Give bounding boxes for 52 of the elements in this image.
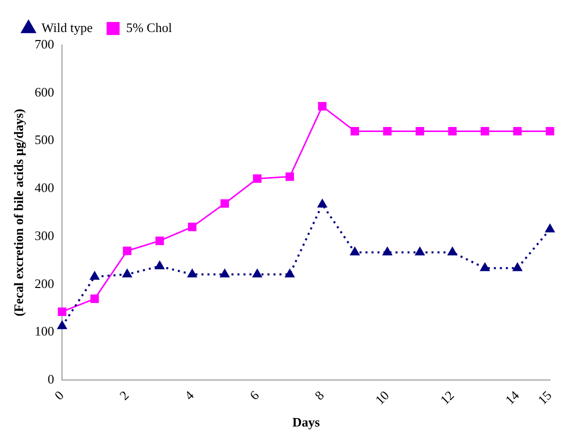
point	[89, 270, 100, 280]
point	[188, 222, 196, 232]
legend-label: 5% Chol	[126, 20, 172, 35]
x-tick-label: 12	[437, 388, 457, 408]
point	[317, 198, 328, 208]
x-tick-label: 14	[502, 387, 522, 408]
x-tick-label: 15	[534, 388, 555, 408]
x-tick-label: 4	[182, 387, 198, 403]
x-axis-title: Days	[292, 414, 320, 430]
point	[447, 246, 458, 256]
y-tick-label: 400	[34, 180, 54, 196]
x-tick-label: 10	[372, 388, 392, 408]
point	[350, 126, 360, 136]
point	[220, 268, 230, 278]
point	[382, 246, 393, 256]
point	[350, 246, 360, 256]
point	[253, 174, 262, 183]
y-tick-label: 700	[34, 36, 54, 52]
point	[544, 223, 556, 232]
point	[414, 246, 426, 256]
x-tick-label: 2	[116, 388, 132, 403]
point	[252, 268, 262, 278]
point	[416, 126, 424, 136]
point	[154, 260, 165, 270]
x-tick-label: 8	[312, 388, 327, 403]
point	[187, 268, 198, 278]
point	[480, 262, 490, 272]
point	[318, 102, 327, 111]
y-tick-label: 500	[34, 132, 54, 148]
point	[284, 268, 295, 278]
x-tick-label: 6	[246, 387, 262, 403]
point	[58, 307, 66, 316]
point	[448, 126, 457, 136]
x-tick-label: 0	[51, 388, 67, 403]
y-tick-label: 600	[34, 84, 54, 100]
point	[56, 320, 68, 330]
y-axis-title: (Fecal excretion of bile acids μg/days)	[11, 108, 26, 316]
y-tick-label: 300	[34, 228, 54, 243]
y-tick-label: 100	[34, 324, 54, 339]
point	[122, 246, 132, 256]
y-tick-label: 200	[34, 276, 54, 291]
point	[383, 126, 392, 136]
point	[122, 268, 132, 278]
point	[286, 172, 294, 181]
point	[512, 262, 523, 272]
y-tick-label: 0	[48, 372, 54, 387]
point	[480, 126, 490, 136]
point	[513, 126, 522, 136]
point	[155, 236, 164, 246]
legend-label: Wild type	[42, 20, 93, 35]
point	[546, 126, 554, 136]
point	[220, 199, 229, 208]
